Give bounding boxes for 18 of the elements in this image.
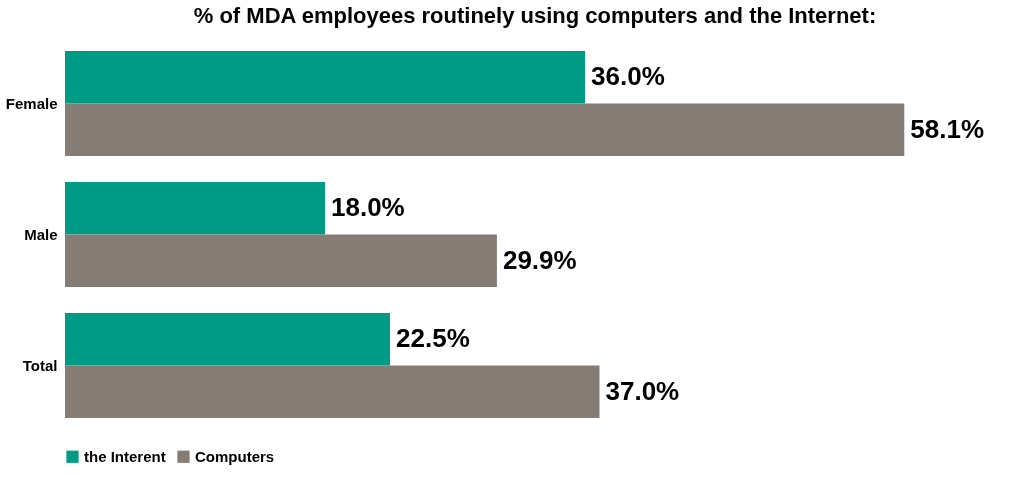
- y-tick-label: Female: [5, 94, 58, 112]
- y-tick-label: Male: [24, 225, 58, 243]
- data-label: 58.1%: [910, 113, 985, 144]
- legend-label: the Interent: [84, 447, 166, 465]
- bar: [65, 313, 391, 366]
- chart-title: % of MDA employees routinely using computers and the Internet:: [193, 3, 877, 28]
- data-label: 36.0%: [591, 61, 665, 92]
- bar: [65, 234, 497, 287]
- bar: [65, 365, 600, 418]
- legend-label: Computers: [195, 447, 275, 465]
- bar: [65, 51, 586, 104]
- data-label: 37.0%: [605, 375, 680, 406]
- bar: [65, 103, 905, 156]
- data-label: 18.0%: [331, 192, 405, 223]
- bar: [65, 182, 326, 235]
- y-tick-label: Total: [22, 356, 58, 374]
- data-label: 29.9%: [502, 244, 577, 275]
- data-label: 22.5%: [396, 323, 470, 354]
